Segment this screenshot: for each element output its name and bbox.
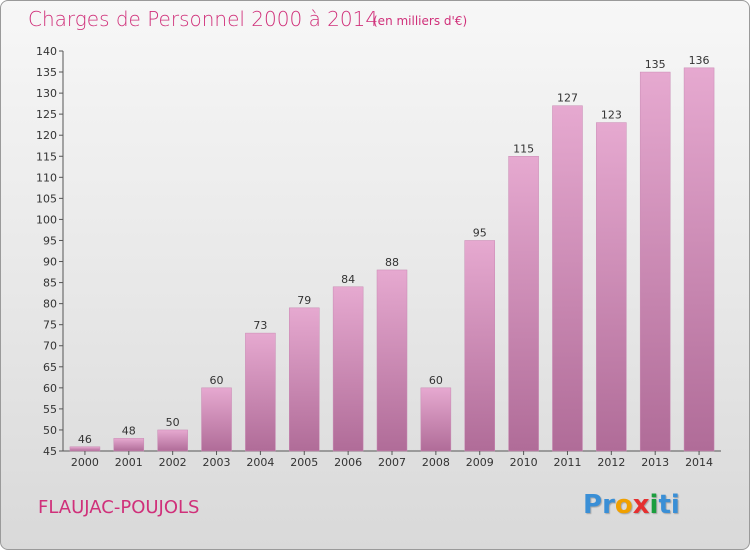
x-tick-label: 2010 [510,456,538,469]
bar-value-label: 115 [513,142,534,155]
bar-value-label: 127 [557,92,578,105]
x-tick-label: 2000 [71,456,99,469]
bar [464,240,495,452]
logo-letter: i [649,490,659,520]
x-tick-label: 2014 [685,456,713,469]
y-tick-label: 85 [43,277,57,290]
x-tick-label: 2007 [378,456,406,469]
proxiti-logo[interactable]: Proxiti [583,490,680,520]
x-tick-label: 2003 [203,456,231,469]
y-tick-label: 115 [36,150,57,163]
logo-letter: t [658,490,671,520]
bar [113,438,145,452]
y-tick-label: 55 [43,403,57,416]
bar-value-label: 60 [429,374,443,387]
bar-value-label: 136 [689,54,710,67]
commune-name: FLAUJAC-POUJOLS [38,497,200,518]
x-tick-label: 2012 [597,456,625,469]
y-tick-label: 120 [36,129,57,142]
y-tick-label: 50 [43,424,57,437]
y-tick-label: 45 [43,445,57,458]
bar-value-label: 60 [210,374,224,387]
y-tick-label: 110 [36,171,57,184]
bar [69,446,101,452]
bar-value-label: 123 [601,109,622,122]
bar [683,67,715,452]
bar [420,387,452,452]
bar [332,286,364,452]
y-tick-label: 75 [43,319,57,332]
bar-value-label: 135 [645,58,666,71]
y-tick-label: 140 [36,45,57,58]
logo-letter: o [614,490,633,520]
logo-letter: x [632,490,650,520]
bar-value-label: 79 [297,294,311,307]
bar [596,122,627,452]
bar-value-label: 73 [253,319,267,332]
y-tick-label: 95 [43,234,57,247]
y-tick-label: 65 [43,361,57,374]
bar-value-label: 50 [166,416,180,429]
y-tick-label: 100 [36,213,57,226]
bar [245,332,276,452]
logo-letter: P [583,490,603,520]
bar [508,156,539,452]
y-tick-label: 80 [43,298,57,311]
x-tick-label: 2011 [553,456,581,469]
logo-letter: i [670,490,680,520]
y-tick-label: 90 [43,256,57,269]
y-tick-label: 135 [36,66,57,79]
y-tick-label: 105 [36,192,57,205]
x-tick-label: 2004 [246,456,274,469]
x-tick-label: 2013 [641,456,669,469]
logo-letter: r [602,490,615,520]
y-tick-label: 130 [36,87,57,100]
bar-value-label: 48 [122,424,136,437]
bar [552,105,583,452]
x-tick-label: 2008 [422,456,450,469]
bar [376,269,408,452]
bar [639,71,671,452]
bar-value-label: 95 [473,226,487,239]
bar-value-label: 88 [385,256,399,269]
x-tick-label: 2006 [334,456,362,469]
chart-unit: (en milliers d'€) [373,14,468,28]
bar [157,429,188,452]
x-tick-label: 2009 [466,456,494,469]
x-tick-label: 2005 [290,456,318,469]
bar [201,387,232,452]
bar-value-label: 46 [78,433,92,446]
x-tick-label: 2002 [159,456,187,469]
y-tick-label: 125 [36,108,57,121]
y-tick-label: 70 [43,340,57,353]
bar-value-label: 84 [341,273,355,286]
x-tick-label: 2001 [115,456,143,469]
y-tick-label: 60 [43,382,57,395]
bar [289,307,320,452]
chart-title: Charges de Personnel 2000 à 2014 [28,7,379,31]
